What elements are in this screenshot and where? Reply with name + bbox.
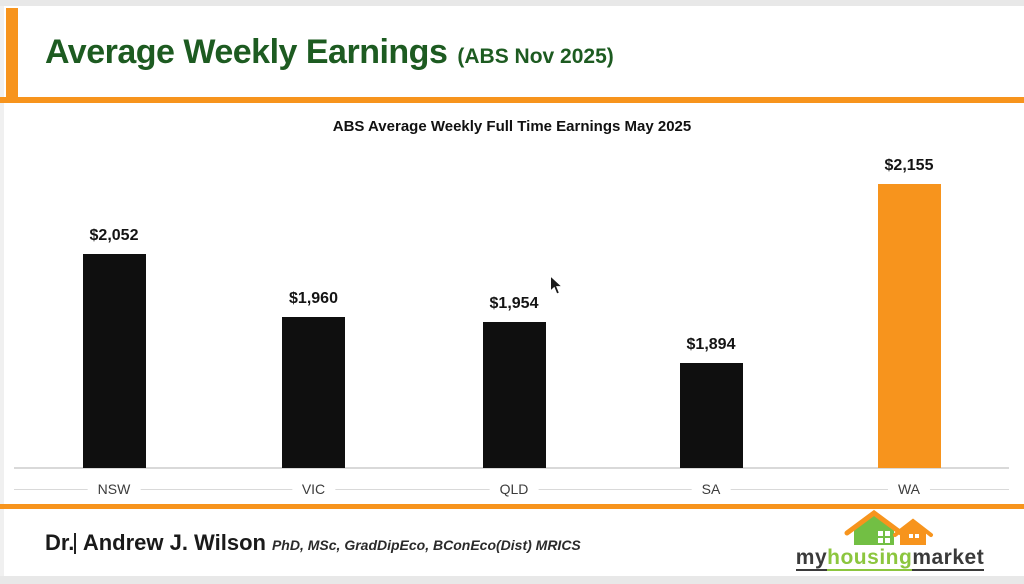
bottom-border-strip — [0, 576, 1024, 584]
bar-wa — [877, 184, 941, 468]
page-title: Average Weekly Earnings — [45, 33, 448, 71]
bar-value-label-qld: $1,954 — [489, 295, 539, 312]
author-name: Andrew J. Wilson — [82, 530, 266, 555]
x-axis-baseline — [14, 467, 1009, 469]
x-axis-label-wa: WA — [887, 481, 931, 498]
chart-title: ABS Average Weekly Full Time Earnings Ma… — [332, 118, 692, 135]
brand-logo: myhousingmarket — [790, 509, 990, 571]
bar-nsw — [82, 254, 146, 468]
header-divider-rule — [0, 97, 1024, 103]
houses-icon — [844, 509, 933, 545]
x-axis-label-sa: SA — [691, 481, 731, 498]
bar-qld — [482, 322, 546, 468]
logo-part-market: market — [912, 546, 985, 571]
page-subtitle: (ABS Nov 2025) — [457, 45, 614, 68]
header-accent-bar — [6, 8, 18, 100]
bar-sa — [679, 363, 743, 468]
x-axis-label-nsw: NSW — [87, 481, 141, 498]
brand-wordmark: myhousingmarket — [790, 546, 990, 571]
x-axis-label-qld: QLD — [489, 481, 539, 498]
footer-author: Dr. Andrew J. Wilson PhD, MSc, GradDipEco… — [45, 530, 581, 556]
x-axis-label-vic: VIC — [291, 481, 336, 498]
logo-part-my: my — [795, 546, 828, 571]
logo-part-housing: housing — [827, 546, 913, 571]
author-prefix: Dr. — [45, 530, 75, 555]
bar-value-label-sa: $1,894 — [686, 336, 736, 353]
text-caret — [74, 533, 77, 554]
bar-value-label-vic: $1,960 — [289, 290, 338, 307]
bar-vic — [282, 317, 345, 468]
left-border-strip — [0, 6, 4, 576]
footer-divider-rule — [0, 504, 1024, 509]
mouse-cursor-icon — [549, 274, 565, 302]
page-header: Average Weekly Earnings (ABS Nov 2025) — [45, 33, 614, 72]
author-credentials: PhD, MSc, GradDipEco, BConEco(Dist) MRIC… — [271, 537, 581, 553]
top-border-strip — [0, 0, 1024, 6]
bar-value-label-nsw: $2,052 — [89, 227, 139, 244]
bar-value-label-wa: $2,155 — [884, 157, 934, 174]
